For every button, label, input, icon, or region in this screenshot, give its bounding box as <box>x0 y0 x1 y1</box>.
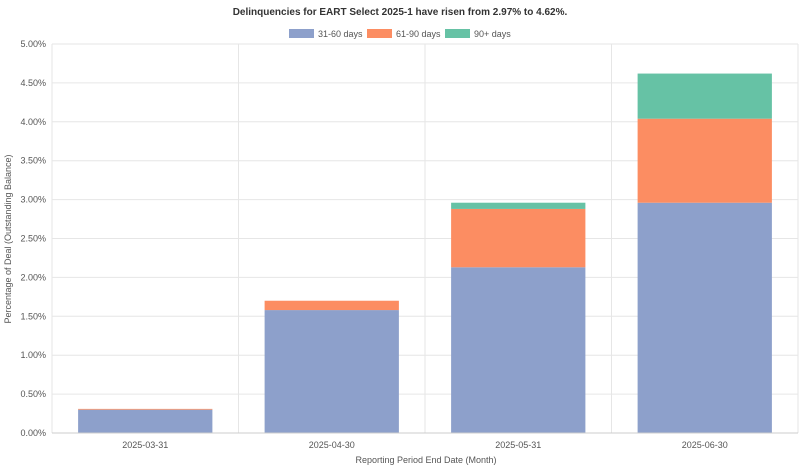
y-tick-label: 2.00% <box>20 272 46 282</box>
y-tick-label: 1.50% <box>20 311 46 321</box>
y-tick-label: 4.50% <box>20 78 46 88</box>
bar-61-90-days-2025-06-30[interactable] <box>637 118 772 203</box>
y-tick-label: 3.00% <box>20 195 46 205</box>
y-tick-label: 2.50% <box>20 234 46 244</box>
x-tick-label: 2025-03-31 <box>122 440 168 450</box>
legend-label: 31-60 days <box>318 29 363 39</box>
bar-31-60-days-2025-04-30[interactable] <box>264 310 399 433</box>
bar-31-60-days-2025-06-30[interactable] <box>637 202 772 433</box>
bar-61-90-days-2025-04-30[interactable] <box>264 300 399 311</box>
y-tick-label: 0.00% <box>20 428 46 438</box>
legend-label: 90+ days <box>474 29 511 39</box>
y-axis-label: Percentage of Deal (Outstanding Balance) <box>3 154 13 323</box>
x-tick-label: 2025-05-31 <box>495 440 541 450</box>
legend-swatch <box>367 29 392 38</box>
y-tick-label: 3.50% <box>20 156 46 166</box>
legend-swatch <box>445 29 470 38</box>
bar-90-days-2025-05-31[interactable] <box>451 202 586 209</box>
legend-swatch <box>289 29 314 38</box>
x-tick-label: 2025-06-30 <box>682 440 728 450</box>
x-axis-label: Reporting Period End Date (Month) <box>355 455 496 465</box>
y-tick-label: 1.00% <box>20 350 46 360</box>
bar-31-60-days-2025-03-31[interactable] <box>78 409 213 433</box>
x-tick-label: 2025-04-30 <box>309 440 355 450</box>
legend: 31-60 days 61-90 days 90+ days <box>289 29 511 39</box>
bar-61-90-days-2025-05-31[interactable] <box>451 208 586 268</box>
legend-label: 61-90 days <box>396 29 441 39</box>
bar-90-days-2025-06-30[interactable] <box>637 73 772 119</box>
y-tick-label: 5.00% <box>20 39 46 49</box>
bar-31-60-days-2025-05-31[interactable] <box>451 267 586 433</box>
bars <box>78 73 772 433</box>
bar-61-90-days-2025-03-31[interactable] <box>78 408 213 410</box>
axes: 0.00% 0.50% 1.00% 1.50% 2.00% 2.50% 3.00% 3.50%… <box>20 39 798 450</box>
y-tick-label: 0.50% <box>20 389 46 399</box>
y-tick-label: 4.00% <box>20 117 46 127</box>
chart-title: Delinquencies for EART Select 2025-1 hav… <box>233 7 568 18</box>
grid <box>51 43 799 433</box>
